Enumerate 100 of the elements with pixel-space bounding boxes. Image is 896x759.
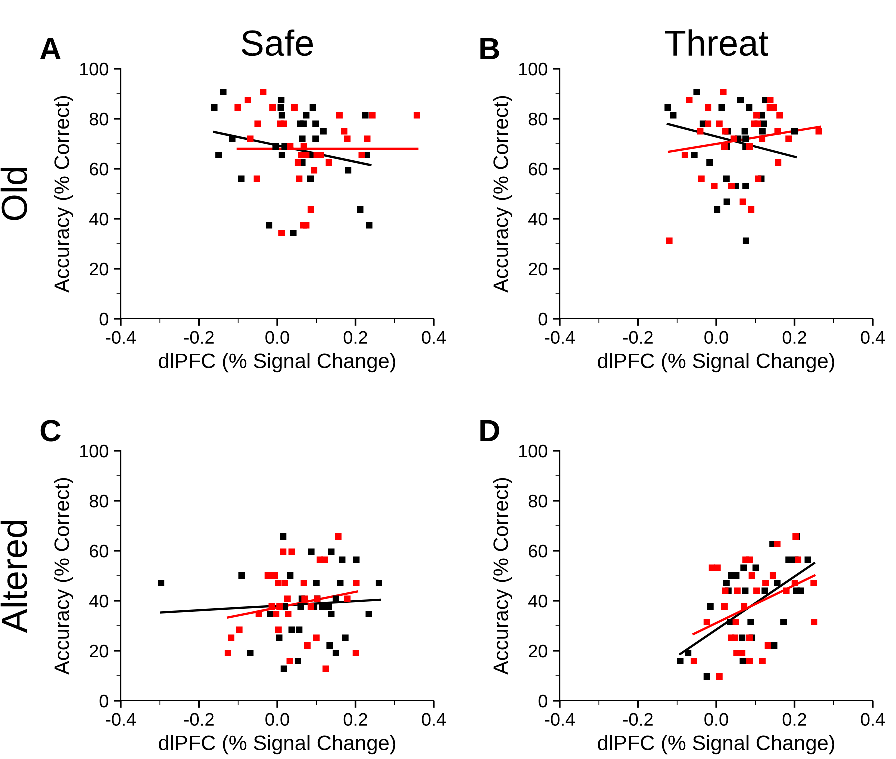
y-tick-label: 40 — [528, 212, 548, 226]
point — [328, 610, 335, 618]
point — [278, 104, 284, 112]
point — [267, 610, 274, 618]
point — [238, 572, 246, 580]
point — [272, 143, 280, 150]
y-tick-label: 0 — [100, 694, 108, 708]
point — [742, 588, 749, 594]
point — [698, 176, 705, 182]
x-tick-label: -0.4 — [106, 713, 136, 726]
x-tick-label: -0.4 — [545, 713, 576, 726]
point — [724, 198, 730, 206]
point — [690, 658, 698, 665]
point — [344, 136, 351, 142]
point — [732, 634, 739, 642]
point — [294, 658, 302, 665]
y-tick-label: 60 — [529, 544, 548, 558]
y-tick-label: 20 — [90, 262, 108, 276]
x-axis-title: dlPFC (% Signal Change) — [598, 353, 834, 373]
y-axis-title: Accuracy (% Correct) — [54, 96, 74, 293]
point — [280, 533, 287, 540]
point — [286, 658, 294, 665]
point — [270, 104, 276, 112]
point — [220, 88, 227, 96]
point — [728, 182, 736, 190]
y-tick-label: 100 — [80, 444, 108, 458]
x-tick-label: -0.4 — [545, 331, 576, 344]
point — [746, 556, 754, 564]
point — [247, 650, 254, 657]
point — [280, 548, 287, 556]
x-tick-label: 0.0 — [266, 331, 290, 344]
point — [704, 618, 710, 626]
point — [345, 167, 352, 174]
point — [342, 634, 349, 642]
point — [353, 580, 360, 587]
point — [328, 548, 335, 556]
point — [341, 128, 348, 135]
point — [224, 650, 232, 657]
point — [228, 634, 235, 642]
point — [335, 533, 342, 540]
y-tick-label: 0 — [538, 312, 548, 326]
point — [798, 588, 804, 594]
point — [276, 603, 284, 610]
point — [759, 128, 766, 135]
point — [739, 650, 746, 657]
chart-title: A — [40, 38, 61, 60]
point — [742, 128, 748, 135]
point — [704, 673, 710, 680]
point — [762, 580, 770, 587]
point — [308, 603, 314, 610]
point — [686, 96, 693, 104]
point — [302, 596, 308, 602]
point — [322, 556, 328, 564]
y-tick-label: 100 — [80, 62, 108, 76]
point — [298, 603, 304, 610]
point — [718, 104, 726, 112]
point — [771, 642, 778, 650]
y-tick-label: 100 — [519, 62, 548, 76]
point — [325, 603, 332, 610]
point — [762, 588, 768, 594]
point — [740, 658, 746, 665]
point — [278, 96, 285, 104]
point — [234, 104, 242, 112]
point — [291, 104, 298, 112]
point — [685, 650, 692, 657]
point — [694, 88, 700, 96]
point — [310, 104, 316, 112]
y-tick-label: 80 — [90, 112, 108, 126]
y-tick-label: 40 — [90, 594, 108, 608]
y-tick-label: 0 — [100, 312, 108, 326]
point — [308, 206, 314, 214]
point — [677, 658, 684, 665]
y-axis-title: Accuracy (% Correct) — [493, 478, 513, 675]
x-tick-label: 0.2 — [344, 331, 368, 344]
x-tick-label: 0.2 — [782, 331, 806, 344]
point — [754, 112, 760, 119]
x-tick-label: 0.2 — [782, 713, 806, 726]
point — [344, 596, 351, 602]
point — [353, 556, 360, 564]
point — [810, 580, 818, 587]
y-tick-label: 60 — [90, 162, 108, 176]
point — [748, 206, 755, 214]
point — [774, 128, 782, 135]
point — [284, 596, 291, 602]
y-tick-label: 80 — [90, 494, 108, 508]
x-tick-label: 0.4 — [861, 713, 886, 726]
text: Altered — [0, 521, 28, 634]
point — [774, 540, 781, 548]
point — [264, 572, 272, 580]
point — [311, 167, 318, 174]
point — [216, 152, 222, 159]
point — [738, 96, 744, 104]
point — [313, 634, 320, 642]
point — [748, 572, 756, 580]
point — [742, 136, 750, 142]
point — [254, 120, 262, 128]
y-axis-title: Accuracy (% Correct) — [54, 478, 74, 675]
text: Old — [0, 168, 28, 220]
point — [774, 580, 781, 587]
x-tick-label: -0.2 — [623, 331, 653, 344]
